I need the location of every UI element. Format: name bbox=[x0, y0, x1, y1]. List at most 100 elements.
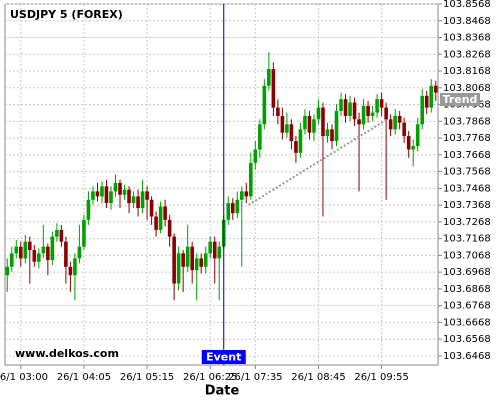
candle-body bbox=[194, 258, 199, 271]
candle-body bbox=[249, 162, 253, 197]
candle-body bbox=[149, 199, 154, 217]
candle-body bbox=[235, 199, 240, 214]
x-tick-label: 26/1 04:05 bbox=[57, 372, 111, 383]
candle-body bbox=[59, 229, 64, 242]
y-tick-label: 103.8568 bbox=[443, 0, 491, 10]
candle-body bbox=[91, 191, 95, 200]
event-label: Event bbox=[206, 351, 241, 364]
candle-body bbox=[348, 102, 352, 116]
candle-body bbox=[23, 241, 28, 259]
candle-body bbox=[357, 119, 361, 125]
candle-body bbox=[217, 246, 222, 259]
y-tick-label: 103.7668 bbox=[443, 150, 491, 161]
candle-body bbox=[154, 216, 158, 230]
candle-body bbox=[294, 141, 298, 153]
y-tick-label: 103.6668 bbox=[443, 317, 491, 328]
candle-body bbox=[253, 149, 258, 163]
candle-body bbox=[388, 119, 393, 130]
x-tick-label: 26/1 07:35 bbox=[228, 372, 282, 383]
candle-body bbox=[68, 266, 73, 276]
candle-body bbox=[411, 146, 415, 150]
candle-body bbox=[343, 99, 348, 116]
trend-label: Trend bbox=[443, 93, 478, 106]
y-tick-label: 103.7568 bbox=[443, 167, 491, 178]
candle-body bbox=[203, 253, 208, 267]
y-tick-label: 103.7768 bbox=[443, 133, 491, 144]
chart-title: USDJPY 5 (FOREX) bbox=[10, 8, 123, 21]
candle-body bbox=[230, 203, 235, 214]
candle-body bbox=[176, 253, 181, 284]
candle-body bbox=[127, 189, 131, 204]
candle-body bbox=[312, 119, 316, 133]
candle-body bbox=[64, 241, 68, 267]
candle-body bbox=[9, 253, 14, 267]
y-tick-label: 103.8268 bbox=[443, 49, 491, 60]
candle-body bbox=[100, 186, 104, 197]
candle-body bbox=[109, 191, 113, 204]
candle-body bbox=[41, 246, 46, 254]
trend-line bbox=[248, 119, 387, 206]
event-label-box bbox=[201, 350, 246, 364]
y-tick-label: 103.6968 bbox=[443, 267, 491, 278]
y-tick-label: 103.6868 bbox=[443, 284, 491, 295]
candle-body bbox=[402, 122, 406, 137]
y-tick-label: 103.7468 bbox=[443, 183, 491, 194]
candle-body bbox=[5, 266, 10, 276]
candle-body bbox=[325, 129, 330, 137]
candle-body bbox=[298, 129, 303, 153]
candle-body bbox=[420, 95, 425, 125]
candle-body bbox=[258, 124, 262, 150]
y-tick-label: 103.6568 bbox=[443, 334, 491, 345]
candle-body bbox=[352, 102, 357, 120]
candle-body bbox=[118, 182, 122, 195]
candle-body bbox=[199, 258, 204, 267]
candle-body bbox=[262, 85, 267, 125]
y-tick-label: 103.7068 bbox=[443, 250, 491, 261]
candle-body bbox=[307, 115, 312, 133]
candle-body bbox=[393, 115, 397, 130]
candle-body bbox=[167, 219, 172, 237]
watermark: www.delkos.com bbox=[15, 347, 119, 360]
candle-body bbox=[212, 241, 217, 259]
candle-body bbox=[276, 107, 280, 116]
candle-body bbox=[280, 115, 285, 133]
candle-body bbox=[113, 182, 118, 192]
y-tick-label: 103.7868 bbox=[443, 116, 491, 127]
candle-body bbox=[55, 229, 59, 237]
x-tick-label: 26/1 08:45 bbox=[291, 372, 345, 383]
candle-body bbox=[46, 246, 50, 261]
candle-body bbox=[136, 196, 140, 209]
candle-body bbox=[289, 124, 294, 142]
candle-body bbox=[366, 105, 370, 116]
y-tick-label: 103.7268 bbox=[443, 217, 491, 228]
candle-body bbox=[18, 246, 23, 259]
x-tick-label: 26/1 06:25 bbox=[183, 372, 237, 383]
candle-body bbox=[397, 115, 402, 123]
candle-body bbox=[339, 99, 343, 111]
x-axis-title: Date bbox=[205, 384, 240, 399]
candle-body bbox=[361, 105, 366, 125]
candle-body bbox=[303, 115, 307, 130]
candle-body bbox=[330, 129, 334, 142]
candle-body bbox=[433, 85, 438, 93]
x-tick-label: 26/1 03:00 bbox=[0, 372, 48, 383]
candle-body bbox=[145, 191, 149, 200]
candle-body bbox=[32, 250, 37, 262]
candle-body bbox=[37, 253, 41, 262]
candle-body bbox=[424, 95, 429, 108]
candle-body bbox=[50, 236, 55, 261]
candle-body bbox=[140, 191, 145, 209]
y-tick-label: 103.8468 bbox=[443, 16, 491, 27]
candle-body bbox=[181, 253, 185, 267]
candle-body bbox=[316, 107, 321, 120]
candle-body bbox=[244, 191, 249, 197]
candle-body bbox=[172, 236, 176, 284]
candle-body bbox=[271, 69, 276, 108]
candle-body bbox=[429, 85, 434, 108]
candle-body bbox=[415, 124, 420, 147]
candle-body bbox=[158, 206, 163, 230]
x-tick-label: 26/1 05:15 bbox=[120, 372, 174, 383]
y-tick-label: 103.7168 bbox=[443, 234, 491, 245]
